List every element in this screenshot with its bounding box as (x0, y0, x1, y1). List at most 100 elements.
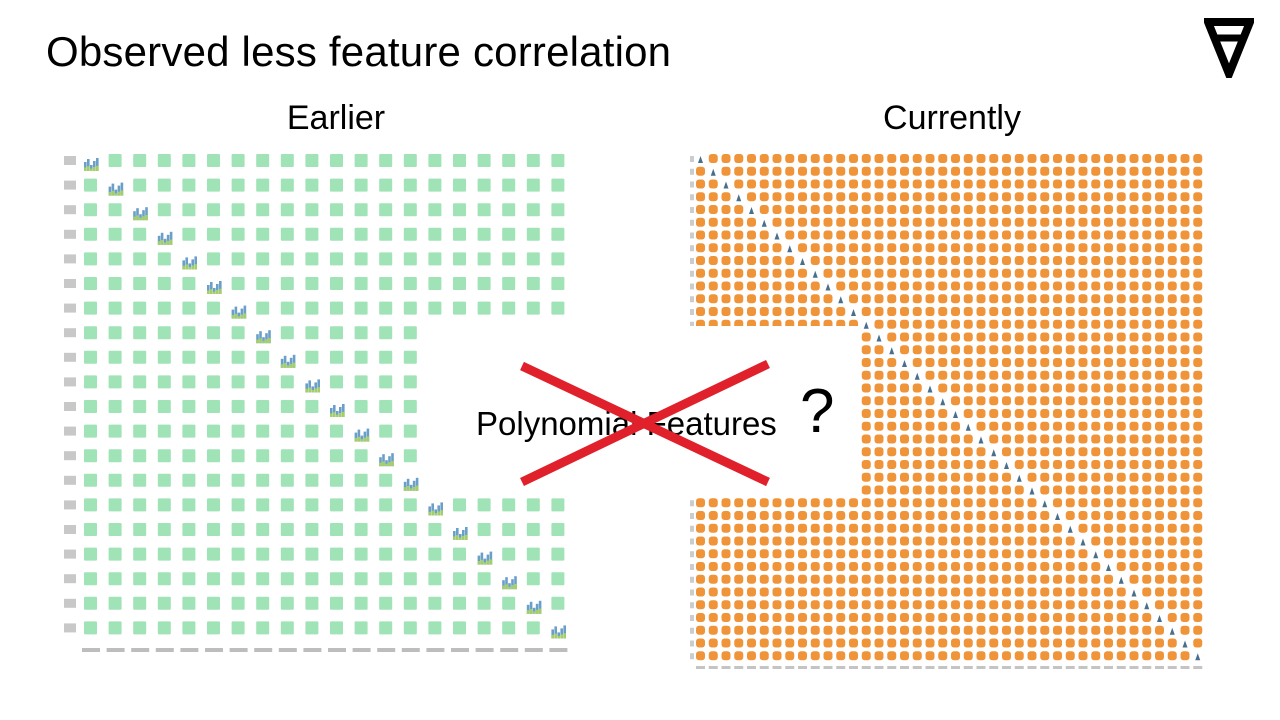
scatter-cell (1116, 230, 1126, 240)
scatter-cell (157, 596, 171, 610)
scatter-cell (861, 307, 871, 316)
scatter-cell (1014, 536, 1024, 546)
scatter-cell (1053, 166, 1062, 176)
scatter-cell (836, 192, 846, 202)
scatter-cell (1040, 523, 1050, 533)
scatter-cell (976, 613, 986, 622)
scatter-cell (526, 277, 540, 290)
scatter-cell (951, 345, 960, 355)
scatter-cell (1065, 345, 1075, 355)
scatter-cell (1142, 383, 1152, 393)
scatter-cell (772, 574, 782, 584)
col-label (708, 666, 718, 669)
scatter-cell (900, 345, 909, 355)
scatter-cell (708, 294, 718, 304)
scatter-cell (1167, 179, 1177, 189)
scatter-cell (912, 256, 922, 265)
scatter-cell (1002, 179, 1011, 189)
histogram-cell (354, 428, 370, 442)
scatter-cell (1065, 434, 1075, 444)
histogram-cell (851, 309, 856, 316)
scatter-cell (861, 523, 871, 533)
scatter-cell (951, 638, 960, 648)
scatter-cell (1053, 358, 1062, 367)
scatter-cell (108, 301, 122, 315)
col-label (798, 666, 807, 669)
col-label (1129, 666, 1139, 669)
col-label (900, 666, 909, 669)
scatter-cell (989, 460, 999, 469)
scatter-cell (1091, 587, 1101, 597)
histogram-cell (991, 449, 997, 457)
scatter-cell (1129, 294, 1139, 304)
scatter-cell (1002, 217, 1011, 227)
scatter-cell (747, 243, 756, 253)
scatter-cell (963, 370, 973, 380)
scatter-cell (1104, 549, 1113, 559)
scatter-cell (231, 227, 245, 241)
scatter-cell (182, 277, 196, 290)
scatter-cell (330, 523, 343, 536)
scatter-cell (1116, 485, 1126, 495)
scatter-cell (379, 547, 393, 561)
scatter-cell (1167, 230, 1177, 240)
scatter-cell (1091, 383, 1101, 393)
scatter-cell (354, 154, 368, 167)
scatter-cell (1129, 268, 1139, 278)
scatter-cell (976, 485, 986, 495)
col-label (155, 648, 174, 652)
scatter-cell (256, 301, 270, 315)
scatter-cell (747, 217, 756, 227)
scatter-cell (823, 154, 833, 163)
scatter-cell (747, 574, 756, 584)
scatter-cell (785, 256, 795, 265)
scatter-cell (912, 485, 922, 495)
scatter-cell (1014, 370, 1024, 380)
scatter-cell (1065, 294, 1075, 304)
scatter-cell (1091, 256, 1101, 265)
scatter-cell (403, 498, 417, 512)
scatter-cell (785, 166, 795, 176)
scatter-cell (1053, 447, 1062, 457)
scatter-cell (938, 294, 948, 304)
scatter-cell (849, 625, 858, 635)
scatter-cell (772, 600, 782, 610)
scatter-cell (1091, 205, 1101, 214)
scatter-cell (1014, 166, 1024, 176)
scatter-cell (1142, 332, 1152, 342)
histogram-cell (902, 360, 907, 367)
scatter-cell (938, 256, 948, 265)
scatter-cell (912, 307, 922, 316)
scatter-cell (1027, 179, 1037, 189)
scatter-cell (734, 294, 744, 304)
scatter-cell (912, 625, 922, 635)
scatter-cell (428, 227, 442, 241)
scatter-cell (900, 536, 909, 546)
scatter-cell (696, 600, 705, 610)
scatter-cell (280, 547, 294, 561)
scatter-cell (1129, 154, 1139, 163)
col-label (1091, 666, 1101, 669)
scatter-cell (912, 434, 922, 444)
scatter-cell (1142, 562, 1152, 571)
scatter-cell (798, 217, 807, 227)
scatter-cell (1155, 383, 1164, 393)
histogram-cell (1131, 589, 1137, 597)
scatter-cell (1116, 243, 1126, 253)
scatter-cell (1193, 587, 1203, 597)
scatter-cell (976, 409, 986, 418)
scatter-cell (721, 625, 731, 635)
scatter-cell (963, 179, 973, 189)
scatter-cell (133, 301, 147, 315)
scatter-cell (1193, 383, 1203, 393)
scatter-cell (912, 549, 922, 559)
scatter-cell (84, 326, 97, 340)
row-label (64, 426, 76, 436)
scatter-cell (887, 562, 897, 571)
row-label (64, 598, 76, 608)
scatter-cell (1002, 562, 1011, 571)
scatter-cell (1180, 600, 1190, 610)
scatter-cell (696, 562, 705, 571)
scatter-cell (861, 600, 871, 610)
scatter-cell (280, 252, 294, 266)
